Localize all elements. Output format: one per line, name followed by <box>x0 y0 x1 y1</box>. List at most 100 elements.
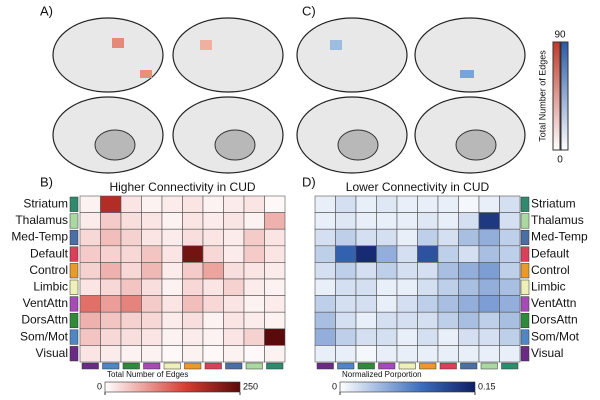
subcortex <box>455 129 497 161</box>
heatmap-cell <box>355 195 377 213</box>
patch <box>200 40 212 50</box>
row-color <box>520 196 530 212</box>
colorbar-tick: 0 <box>557 155 563 166</box>
heatmap-cell <box>161 212 183 230</box>
heatmap-cell <box>202 295 224 313</box>
column-color <box>225 362 243 370</box>
heatmap-cell <box>458 328 480 346</box>
heatmap-cell <box>243 245 265 263</box>
heatmap-cell <box>499 212 521 230</box>
heatmap-cell <box>355 228 377 247</box>
heatmap-cell <box>161 328 183 346</box>
heatmap-cell <box>478 212 500 230</box>
heatmap-cell <box>478 195 500 213</box>
column-color <box>398 362 416 370</box>
patch <box>112 38 124 48</box>
brain <box>52 17 164 93</box>
heatmap-cell <box>355 345 377 363</box>
heatmap-cell <box>376 278 398 296</box>
heatmap-cell <box>376 245 398 263</box>
heatmap-cell <box>79 228 101 247</box>
heatmap-cell <box>223 295 245 313</box>
heatmap-cell <box>499 228 521 247</box>
heatmap-cell <box>79 328 101 346</box>
heatmap-cell <box>478 278 500 296</box>
heatmap-cell <box>314 212 336 230</box>
panel-label: A) <box>40 3 53 18</box>
row-label: Control <box>29 263 68 277</box>
row-color <box>69 296 79 312</box>
heatmap-cell <box>314 195 336 213</box>
row-color <box>520 346 530 362</box>
heatmap-cell <box>161 245 183 263</box>
heatmap-cell <box>202 245 224 263</box>
colorbar-tick-label: 0.15 <box>478 381 496 391</box>
column-color <box>419 362 437 370</box>
colorbar-tick-label: 0 <box>332 381 337 391</box>
heatmap-cell <box>417 295 439 313</box>
heatmap-cell <box>396 212 418 230</box>
heatmap-cell <box>376 328 398 346</box>
row-label: Visual <box>36 346 68 360</box>
heatmap-cell <box>458 195 480 213</box>
patch <box>140 70 152 78</box>
row-label: Default <box>531 246 570 260</box>
heatmap-cell <box>141 212 163 230</box>
heatmap-cell <box>499 245 521 263</box>
heatmap-cell <box>437 345 459 363</box>
heatmap-cell <box>478 311 500 330</box>
heatmap-cell <box>223 212 245 230</box>
heatmap-cell <box>161 228 183 247</box>
heatmap-cell <box>223 245 245 263</box>
heatmap-cell <box>100 262 122 280</box>
column-color <box>266 362 284 370</box>
heatmap-cell <box>79 295 101 313</box>
heatmap-cell <box>335 328 357 346</box>
heatmap-cell <box>243 311 265 330</box>
heatmap-cell <box>499 345 521 363</box>
heatmap-cell <box>264 228 286 247</box>
column-color <box>337 362 355 370</box>
heatmap-cell <box>314 278 336 296</box>
heatmap-cell <box>100 228 122 247</box>
heatmap-cell <box>396 311 418 330</box>
chart-title: Lower Connectivity in CUD <box>346 180 490 194</box>
heatmap-cell <box>182 195 204 213</box>
heatmap-cell <box>100 212 122 230</box>
panel-label: D) <box>302 174 316 189</box>
heatmap-cell <box>335 262 357 280</box>
heatmap-cell <box>182 328 204 346</box>
heatmap-cell <box>458 295 480 313</box>
row-label: Striatum <box>23 196 68 210</box>
heatmap-cell <box>120 345 142 363</box>
heatmap-cell <box>243 295 265 313</box>
heatmap-cell <box>335 228 357 247</box>
heatmap-cell <box>458 228 480 247</box>
row-label: Thalamus <box>531 213 584 227</box>
heatmap-cell <box>499 262 521 280</box>
heatmap-cell <box>499 195 521 213</box>
heatmap-cell <box>243 262 265 280</box>
heatmap-cell <box>161 195 183 213</box>
heatmap-cell <box>376 295 398 313</box>
heatmap-cell <box>355 212 377 230</box>
brain <box>296 17 408 93</box>
heatmap-cell <box>437 245 459 263</box>
heatmap-cell <box>100 311 122 330</box>
heatmap-cell <box>376 345 398 363</box>
heatmap-cell <box>478 345 500 363</box>
heatmap-cell <box>120 328 142 346</box>
heatmap-cell <box>120 278 142 296</box>
row-color <box>69 213 79 229</box>
heatmap-cell <box>264 278 286 296</box>
heatmap-cell <box>243 228 265 247</box>
column-color <box>163 362 181 370</box>
heatmap-cell <box>417 212 439 230</box>
heatmap-cell <box>478 228 500 247</box>
heatmap-cell <box>376 262 398 280</box>
heatmap-cell <box>376 195 398 213</box>
heatmap-cell <box>437 328 459 346</box>
heatmap-cell <box>100 195 122 213</box>
heatmap-cell <box>243 195 265 213</box>
column-color <box>316 362 334 370</box>
